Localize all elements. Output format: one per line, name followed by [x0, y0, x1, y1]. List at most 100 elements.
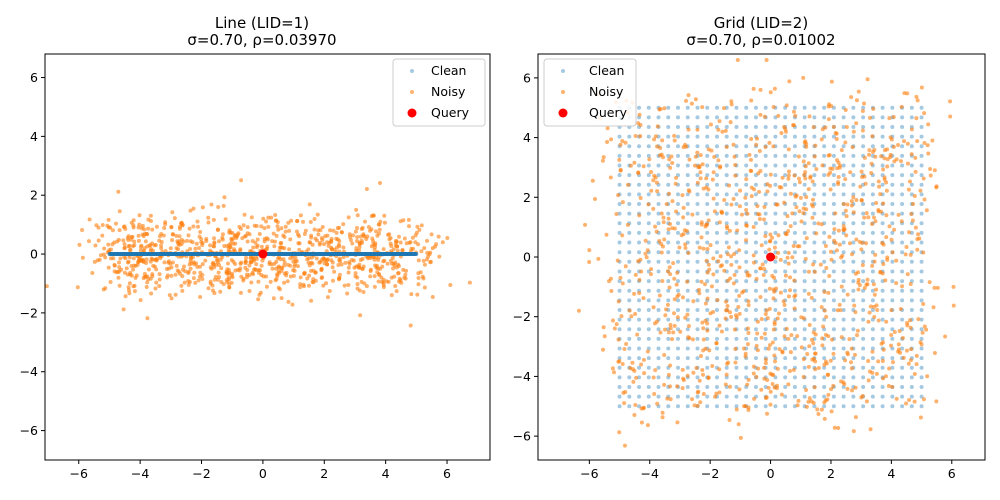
noisy-point — [330, 278, 335, 283]
noisy-point — [811, 262, 816, 267]
noisy-point — [833, 211, 838, 216]
clean-point — [121, 252, 126, 257]
clean-point — [233, 252, 238, 257]
clean-point — [189, 252, 194, 257]
noisy-point — [148, 213, 153, 218]
noisy-point — [410, 235, 415, 240]
noisy-point — [733, 163, 738, 168]
noisy-point — [812, 385, 817, 390]
clean-point — [627, 298, 632, 303]
noisy-point — [188, 208, 193, 213]
clean-point — [382, 252, 387, 257]
clean-point — [309, 252, 314, 257]
noisy-point — [804, 388, 809, 393]
noisy-point — [911, 202, 916, 206]
noisy-point — [830, 166, 835, 171]
noisy-point — [610, 366, 615, 371]
noisy-point — [699, 220, 704, 225]
clean-point — [194, 252, 199, 257]
noisy-point — [908, 325, 913, 330]
clean-point — [676, 192, 680, 197]
noisy-point — [406, 217, 411, 222]
clean-point — [409, 252, 414, 257]
clean-point — [714, 307, 719, 312]
clean-point — [861, 125, 866, 129]
clean-point — [851, 279, 856, 284]
noisy-point — [736, 422, 741, 427]
x-tick-label: −6 — [70, 466, 88, 481]
noisy-point — [883, 374, 888, 379]
clean-point — [301, 252, 306, 257]
noisy-point — [891, 144, 896, 149]
clean-point — [919, 182, 924, 187]
noisy-point — [381, 282, 386, 287]
noisy-point — [683, 142, 688, 147]
clean-point — [397, 252, 402, 257]
clean-point — [312, 252, 317, 257]
clean-point — [656, 356, 661, 361]
clean-point — [284, 252, 289, 257]
clean-point — [192, 252, 197, 257]
noisy-point — [277, 270, 282, 275]
noisy-point — [791, 244, 796, 248]
clean-point — [152, 252, 157, 257]
noisy-point — [341, 222, 346, 227]
noisy-point — [727, 417, 732, 422]
clean-point — [919, 211, 924, 216]
clean-point — [156, 252, 161, 257]
clean-point — [744, 192, 749, 197]
clean-point — [316, 252, 321, 257]
clean-point — [349, 252, 354, 257]
noisy-point — [664, 307, 669, 312]
clean-point — [362, 252, 367, 257]
clean-point — [410, 252, 415, 257]
noisy-point — [834, 248, 839, 253]
noisy-point — [604, 232, 609, 237]
clean-point — [252, 252, 257, 257]
clean-point — [327, 252, 332, 257]
clean-point — [890, 173, 895, 178]
noisy-point — [888, 155, 893, 160]
noisy-point — [850, 388, 855, 393]
clean-point — [150, 252, 155, 257]
noisy-point — [931, 305, 936, 310]
clean-point — [398, 252, 403, 257]
clean-point — [880, 356, 885, 361]
noisy-point — [749, 168, 754, 173]
clean-point — [370, 252, 375, 257]
clean-point — [298, 252, 303, 257]
clean-point — [822, 144, 827, 149]
clean-point — [792, 221, 797, 226]
clean-point — [132, 252, 137, 257]
noisy-point — [222, 195, 227, 200]
clean-point — [272, 252, 277, 257]
noisy-point — [239, 260, 244, 265]
clean-point — [861, 298, 866, 303]
clean-point — [357, 252, 362, 257]
clean-point — [763, 202, 768, 207]
noisy-point — [801, 374, 806, 379]
noisy-point — [870, 263, 875, 268]
noisy-point — [725, 304, 730, 309]
noisy-point — [882, 175, 887, 180]
noisy-point — [445, 235, 450, 240]
noisy-point — [703, 282, 708, 287]
clean-point — [179, 252, 184, 257]
clean-point — [180, 252, 185, 257]
clean-point — [870, 240, 875, 245]
noisy-point — [157, 238, 162, 243]
noisy-point — [660, 410, 665, 415]
clean-point — [841, 404, 846, 409]
noisy-point — [909, 127, 914, 132]
noisy-point — [614, 211, 619, 216]
noisy-point — [290, 302, 295, 307]
noisy-point — [196, 224, 200, 229]
clean-point — [402, 252, 407, 257]
noisy-point — [757, 189, 762, 194]
noisy-point — [210, 288, 215, 293]
clean-point — [409, 252, 414, 257]
clean-point — [156, 252, 161, 257]
clean-point — [218, 252, 223, 257]
noisy-point — [746, 330, 751, 335]
noisy-point — [320, 237, 325, 242]
